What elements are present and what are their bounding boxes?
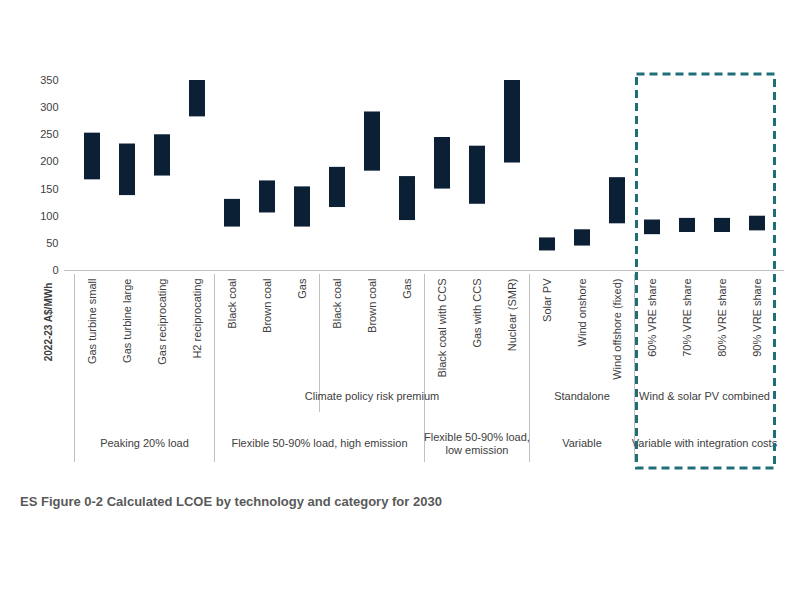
svg-text:Nuclear (SMR): Nuclear (SMR) — [506, 279, 518, 352]
svg-text:Wind offshore (fixed): Wind offshore (fixed) — [611, 279, 623, 380]
svg-text:80% VRE share: 80% VRE share — [716, 279, 728, 357]
svg-text:Black coal with CCS: Black coal with CCS — [436, 279, 448, 378]
svg-text:Wind & solar PV combined: Wind & solar PV combined — [639, 390, 770, 402]
svg-text:Standalone: Standalone — [554, 390, 610, 402]
svg-text:0: 0 — [52, 264, 58, 276]
svg-text:Peaking 20% load: Peaking 20% load — [100, 437, 189, 449]
svg-text:Gas: Gas — [296, 278, 308, 299]
svg-text:50: 50 — [46, 237, 58, 249]
svg-text:300: 300 — [40, 101, 58, 113]
svg-text:250: 250 — [40, 128, 58, 140]
svg-text:70% VRE share: 70% VRE share — [681, 279, 693, 357]
svg-text:Black coal: Black coal — [226, 279, 238, 329]
svg-text:Brown coal: Brown coal — [261, 279, 273, 333]
svg-text:350: 350 — [40, 74, 58, 86]
svg-text:90% VRE share: 90% VRE share — [751, 279, 763, 357]
svg-text:H2 reciprocating: H2 reciprocating — [191, 279, 203, 359]
svg-text:Black coal: Black coal — [331, 279, 343, 329]
svg-text:2022-23 A$/MWh: 2022-23 A$/MWh — [43, 283, 54, 362]
svg-text:Gas: Gas — [401, 278, 413, 299]
html-text:ES Figure 0-2 Calculated LCOE: ES Figure 0-2 Calculated LCOE by technol… — [20, 494, 442, 509]
svg-text:Solar PV: Solar PV — [541, 278, 553, 322]
svg-text:Variable: Variable — [562, 437, 602, 449]
svg-text:Wind onshore: Wind onshore — [576, 279, 588, 347]
svg-text:Gas turbine small: Gas turbine small — [86, 279, 98, 365]
svg-text:Gas turbine large: Gas turbine large — [121, 279, 133, 363]
svg-text:Flexible 50-90% load, high emi: Flexible 50-90% load, high emission — [231, 437, 407, 449]
svg-text:Gas with CCS: Gas with CCS — [471, 279, 483, 348]
svg-text:Gas reciprocating: Gas reciprocating — [156, 279, 168, 365]
svg-text:Climate policy risk premium: Climate policy risk premium — [305, 390, 439, 402]
svg-text:150: 150 — [40, 183, 58, 195]
svg-text:Variable with integration cost: Variable with integration costs — [632, 437, 778, 449]
svg-text:100: 100 — [40, 210, 58, 222]
svg-text:200: 200 — [40, 155, 58, 167]
svg-text:Flexible 50-90% load,low emiss: Flexible 50-90% load,low emission — [424, 431, 530, 456]
svg-text:60% VRE share: 60% VRE share — [646, 279, 658, 357]
svg-text:Brown coal: Brown coal — [366, 279, 378, 333]
